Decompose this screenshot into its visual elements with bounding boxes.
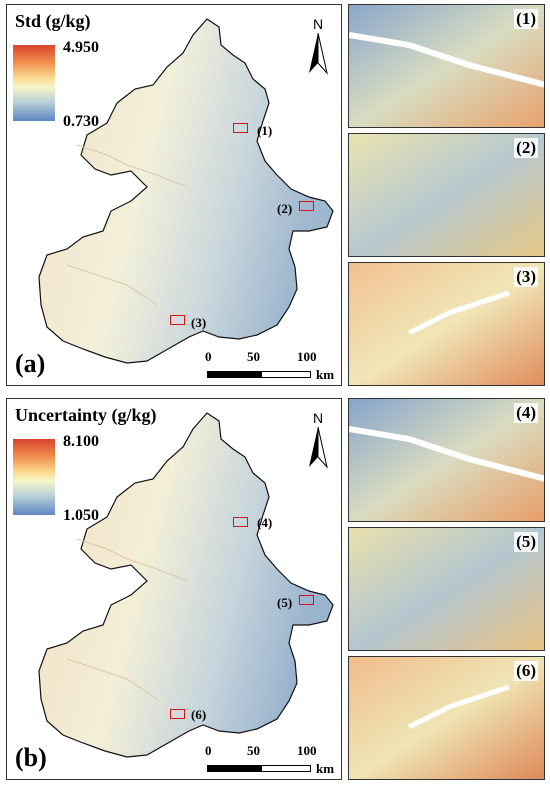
north-arrow-icon: N bbox=[309, 410, 328, 469]
scale-tick-50: 50 bbox=[247, 349, 260, 364]
panel-label: (a) bbox=[15, 349, 46, 378]
inset-map bbox=[349, 263, 544, 385]
river-line bbox=[76, 538, 188, 582]
map-panel-a: Std (g/kg) 4.950 0.730 (1) (2) (3) N 0 5… bbox=[6, 4, 342, 386]
scale-tick-0: 0 bbox=[205, 349, 212, 364]
inset-label-1: (1) bbox=[514, 9, 538, 29]
scale-segment-white bbox=[261, 765, 311, 772]
river-line bbox=[66, 658, 158, 700]
inset-label-6: (6) bbox=[514, 661, 538, 681]
scale-tick-100: 100 bbox=[297, 349, 317, 364]
scale-bar: 0 50 100 km bbox=[201, 743, 341, 779]
map-title: Uncertainty (g/kg) bbox=[15, 405, 157, 425]
inset-label-5: (5) bbox=[514, 532, 538, 552]
province-boundary bbox=[38, 18, 334, 364]
region-box-6 bbox=[170, 709, 185, 719]
river-line bbox=[66, 264, 158, 306]
inset-panel-6: (6) bbox=[348, 656, 545, 780]
scale-segment-black bbox=[207, 765, 261, 772]
region-label-6: (6) bbox=[191, 707, 207, 722]
legend-min-value: 0.730 bbox=[63, 113, 99, 130]
map-title: Std (g/kg) bbox=[15, 11, 91, 31]
north-label: N bbox=[313, 16, 323, 32]
scale-unit: km bbox=[316, 367, 335, 382]
inset-panel-1: (1) bbox=[348, 4, 545, 128]
inset-panel-4: (4) bbox=[348, 398, 545, 522]
north-label: N bbox=[313, 410, 323, 426]
scale-tick-0: 0 bbox=[205, 743, 212, 758]
scale-tick-50: 50 bbox=[247, 743, 260, 758]
inset-panel-3: (3) bbox=[348, 262, 545, 386]
north-arrow-icon: N bbox=[309, 16, 328, 75]
inset-panel-2: (2) bbox=[348, 133, 545, 257]
legend-max-value: 8.100 bbox=[63, 433, 99, 450]
region-box-5 bbox=[299, 595, 314, 605]
inset-label-4: (4) bbox=[514, 403, 538, 423]
map-panel-b: Uncertainty (g/kg) 8.100 1.050 (4) (5) (… bbox=[6, 398, 342, 780]
region-box-4 bbox=[233, 517, 248, 527]
region-box-3 bbox=[170, 315, 185, 325]
region-label-2: (2) bbox=[277, 201, 293, 216]
province-boundary bbox=[38, 412, 334, 758]
region-box-1 bbox=[233, 123, 248, 133]
panel-label: (b) bbox=[15, 743, 47, 772]
region-label-5: (5) bbox=[277, 595, 293, 610]
inset-label-2: (2) bbox=[514, 138, 538, 158]
legend-color-ramp bbox=[13, 45, 55, 121]
scale-tick-100: 100 bbox=[297, 743, 317, 758]
province-map bbox=[38, 18, 334, 364]
province-map bbox=[38, 412, 334, 758]
region-label-3: (3) bbox=[191, 315, 207, 330]
legend-min-value: 1.050 bbox=[63, 507, 99, 524]
inset-label-3: (3) bbox=[514, 267, 538, 287]
inset-panel-5: (5) bbox=[348, 527, 545, 651]
inset-map bbox=[349, 399, 544, 521]
region-box-2 bbox=[299, 201, 314, 211]
legend-max-value: 4.950 bbox=[63, 39, 99, 56]
region-label-4: (4) bbox=[257, 515, 273, 530]
scale-bar: 0 50 100 km bbox=[201, 349, 341, 385]
legend-color-ramp bbox=[13, 439, 55, 515]
inset-map bbox=[349, 134, 544, 256]
inset-map bbox=[349, 528, 544, 650]
scale-segment-black bbox=[207, 371, 261, 378]
scale-unit: km bbox=[316, 761, 335, 776]
inset-map bbox=[349, 5, 544, 127]
region-label-1: (1) bbox=[257, 123, 273, 138]
scale-segment-white bbox=[261, 371, 311, 378]
river-line bbox=[76, 144, 188, 188]
inset-map bbox=[349, 657, 544, 779]
